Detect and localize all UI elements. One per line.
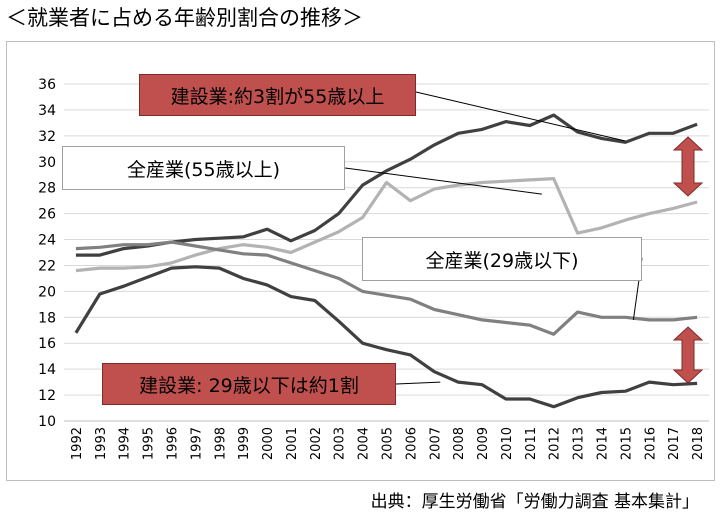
double-arrow-icon [672, 136, 704, 197]
x-tick-label: 2012 [548, 427, 563, 460]
series-line-construction-55 [75, 113, 698, 257]
x-tick-label: 2014 [596, 427, 611, 460]
x-tick-label: 2011 [524, 427, 539, 460]
callout-leader [415, 91, 626, 142]
x-tick-label: 1997 [189, 427, 204, 460]
x-tick-label: 2010 [500, 427, 515, 460]
y-tick-label: 24 [38, 233, 56, 249]
x-tick-label: 1993 [94, 427, 109, 460]
y-tick-label: 14 [38, 362, 56, 378]
x-tick-label: 1994 [118, 427, 133, 460]
x-tick-label: 2015 [619, 427, 634, 460]
x-tick-label: 2006 [404, 427, 419, 460]
x-tick-label: 1995 [142, 427, 157, 460]
x-tick-label: 1996 [166, 427, 181, 460]
chart-area [6, 41, 715, 481]
x-tick-label: 1999 [237, 427, 252, 460]
x-tick-label: 2004 [357, 427, 372, 460]
x-tick-label: 2017 [667, 427, 682, 460]
x-tick-label: 2001 [285, 427, 300, 460]
y-tick-label: 28 [38, 181, 56, 197]
y-tick-label: 16 [38, 336, 56, 352]
y-tick-label: 32 [38, 129, 56, 145]
x-tick-label: 2005 [381, 427, 396, 460]
x-tick-label: 2013 [572, 427, 587, 460]
callout-leader [395, 381, 441, 385]
x-tick-label: 2018 [691, 427, 706, 460]
x-tick-label: 2000 [261, 427, 276, 460]
y-tick-label: 10 [38, 414, 56, 430]
callout-construction-29: 建設業: 29歳以下は約1割 [102, 363, 396, 405]
series-line-all-55 [75, 177, 698, 273]
y-tick-label: 36 [38, 77, 56, 93]
y-tick-label: 30 [38, 155, 56, 171]
y-tick-label: 12 [38, 388, 56, 404]
x-tick-label: 2016 [643, 427, 658, 460]
y-tick-label: 22 [38, 258, 56, 274]
x-tick-label: 1992 [70, 427, 85, 460]
x-tick-label: 2008 [452, 427, 467, 460]
y-tick-label: 20 [38, 284, 56, 300]
callout-all-29: 全産業(29歳以下) [362, 237, 642, 281]
chart-title: ＜就業者に占める年齢別割合の推移＞ [6, 6, 363, 30]
y-tick-label: 18 [38, 310, 56, 326]
source-note: 出典：厚生労働省「労働力調査 基本集計」 [370, 492, 699, 512]
x-tick-label: 2002 [309, 427, 324, 460]
series-line-all-29 [75, 240, 698, 336]
x-tick-label: 1998 [213, 427, 228, 460]
callout-leader [344, 167, 542, 195]
callout-construction-55: 建設業:約3割が55歳以上 [139, 74, 416, 116]
double-arrow-icon [672, 326, 704, 384]
x-tick-label: 2003 [333, 427, 348, 460]
y-tick-label: 26 [38, 207, 56, 223]
series-line-construction-29 [74, 265, 698, 409]
y-tick-label: 34 [38, 103, 56, 119]
x-tick-label: 2009 [476, 427, 491, 460]
x-tick-label: 2007 [428, 427, 443, 460]
callout-all-55: 全産業(55歳以上) [62, 146, 345, 190]
